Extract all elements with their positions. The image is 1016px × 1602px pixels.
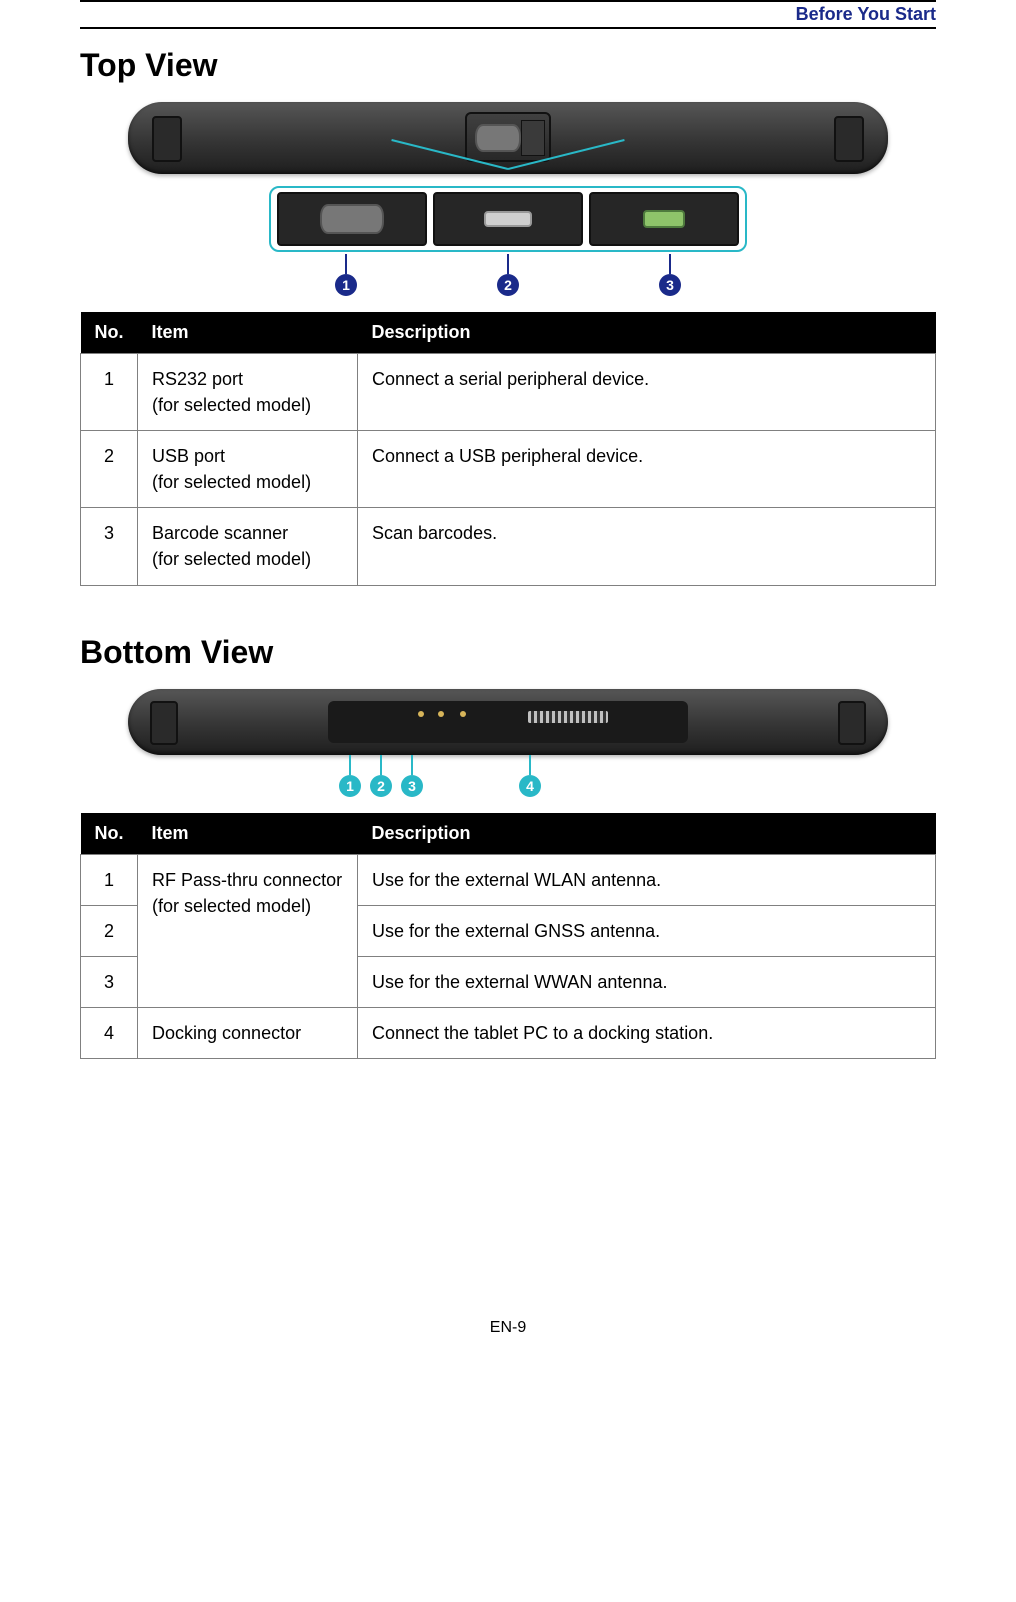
device-top-bar xyxy=(128,102,888,174)
page-footer: EN-9 xyxy=(80,1319,936,1337)
col-no: No. xyxy=(81,312,138,354)
page-number: EN-9 xyxy=(490,1319,526,1336)
port-latch-icon xyxy=(521,120,545,156)
bottom-view-heading: Bottom View xyxy=(80,634,936,671)
callout-num: 1 xyxy=(346,778,354,794)
cell-desc: Connect a USB peripheral device. xyxy=(358,431,936,508)
top-view-table: No. Item Description 1 RS232 port(for se… xyxy=(80,312,936,586)
callout-num: 2 xyxy=(377,778,385,794)
page-header: Before You Start xyxy=(80,0,936,29)
cell-no: 3 xyxy=(81,508,138,585)
rf-pin-icon xyxy=(418,711,424,717)
bottom-view-figure: 1 2 3 4 xyxy=(80,689,936,797)
callout-num: 3 xyxy=(666,277,674,293)
callout-badge-2: 2 xyxy=(497,274,519,296)
table-row: 3 Barcode scanner(for selected model) Sc… xyxy=(81,508,936,585)
cell-item: RS232 port(for selected model) xyxy=(138,354,358,431)
callout-num: 4 xyxy=(526,778,534,794)
col-item: Item xyxy=(138,813,358,855)
cell-no: 4 xyxy=(81,1007,138,1058)
rf-pin-icon xyxy=(438,711,444,717)
callout-badge-3: 3 xyxy=(659,274,681,296)
bottom-panel-icon xyxy=(328,701,688,743)
callout-num: 2 xyxy=(504,277,512,293)
callout-badge-2: 2 xyxy=(370,775,392,797)
header-section: Before You Start xyxy=(796,4,936,24)
callout-badge-1: 1 xyxy=(335,274,357,296)
cell-no: 2 xyxy=(81,905,138,956)
top-view-heading: Top View xyxy=(80,47,936,84)
db9-port-icon xyxy=(475,124,521,152)
cell-item-merged: RF Pass-thru connector(for selected mode… xyxy=(138,854,358,1007)
table-row: 4 Docking connector Connect the tablet P… xyxy=(81,1007,936,1058)
cell-desc: Connect a serial peripheral device. xyxy=(358,354,936,431)
cell-item: Docking connector xyxy=(138,1007,358,1058)
col-no: No. xyxy=(81,813,138,855)
port-slot-usb-icon xyxy=(433,192,583,246)
device-bottom-bar xyxy=(128,689,888,755)
cell-item: USB port(for selected model) xyxy=(138,431,358,508)
cell-no: 1 xyxy=(81,854,138,905)
col-desc: Description xyxy=(358,813,936,855)
callout-badge-1: 1 xyxy=(339,775,361,797)
docking-contacts-icon xyxy=(528,711,608,723)
callout-num: 3 xyxy=(408,778,416,794)
callout-num: 1 xyxy=(342,277,350,293)
table-row: 2 USB port(for selected model) Connect a… xyxy=(81,431,936,508)
callout-badge-3: 3 xyxy=(401,775,423,797)
table-row: 1 RF Pass-thru connector(for selected mo… xyxy=(81,854,936,905)
cell-desc: Use for the external GNSS antenna. xyxy=(358,905,936,956)
top-view-figure: 1 2 3 xyxy=(80,102,936,296)
table-row: 1 RS232 port(for selected model) Connect… xyxy=(81,354,936,431)
rf-pin-icon xyxy=(460,711,466,717)
cell-no: 2 xyxy=(81,431,138,508)
cell-desc: Connect the tablet PC to a docking stati… xyxy=(358,1007,936,1058)
callout-connector xyxy=(80,174,936,180)
col-item: Item xyxy=(138,312,358,354)
center-port xyxy=(465,112,551,162)
cell-item: Barcode scanner(for selected model) xyxy=(138,508,358,585)
cell-no: 1 xyxy=(81,354,138,431)
cell-no: 3 xyxy=(81,956,138,1007)
bottom-callout-row: 1 2 3 4 xyxy=(339,775,541,797)
callout-badge-4: 4 xyxy=(519,775,541,797)
bottom-view-table: No. Item Description 1 RF Pass-thru conn… xyxy=(80,813,936,1059)
cell-desc: Use for the external WWAN antenna. xyxy=(358,956,936,1007)
cell-desc: Use for the external WLAN antenna. xyxy=(358,854,936,905)
port-slot-serial-icon xyxy=(277,192,427,246)
port-zoom-detail xyxy=(269,186,747,252)
top-callout-row: 1 2 3 xyxy=(335,274,681,296)
col-desc: Description xyxy=(358,312,936,354)
cell-desc: Scan barcodes. xyxy=(358,508,936,585)
port-slot-scanner-icon xyxy=(589,192,739,246)
